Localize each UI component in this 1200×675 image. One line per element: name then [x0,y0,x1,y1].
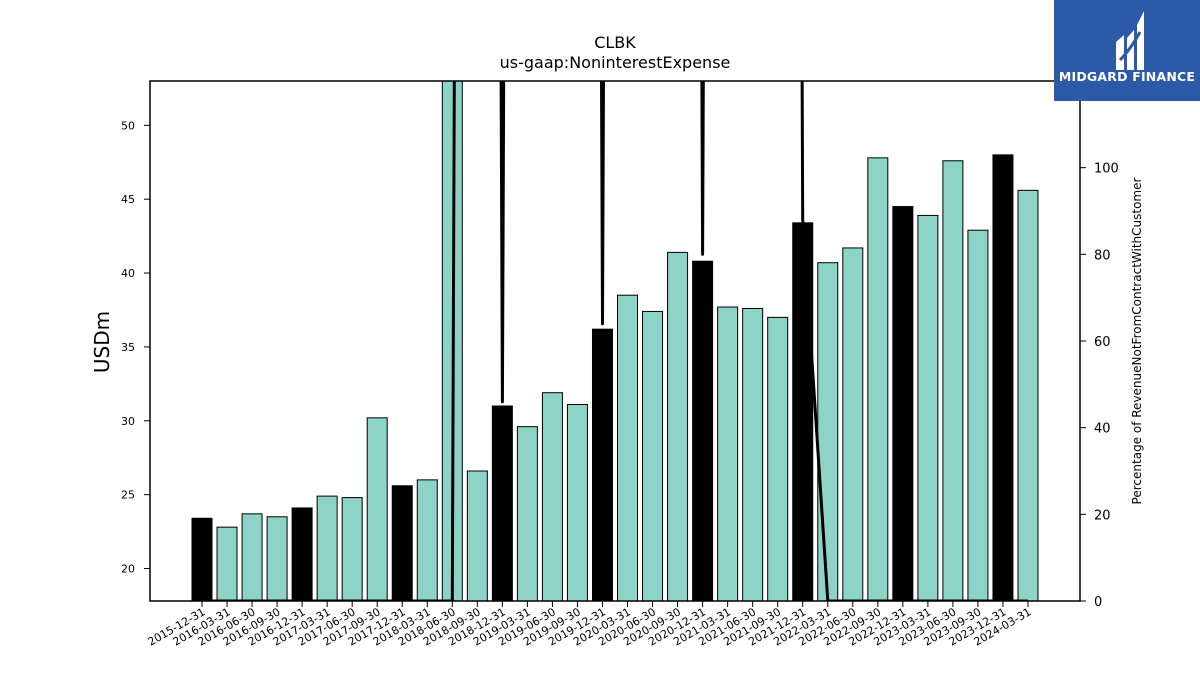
bar-2024-03-31 [1017,189,1039,601]
brand-logo: MIDGARD FINANCE [1054,0,1200,101]
midgard-logo-icon [1116,11,1144,70]
bar-2018-03-31 [416,479,438,601]
bar-2023-09-30 [967,229,989,601]
bar-2022-09-30 [867,157,889,601]
bar-2019-12-31 [591,328,613,601]
bar-2020-06-30 [642,310,664,601]
bar-2016-06-30 [241,513,263,601]
bar-2022-06-30 [842,247,864,601]
bar-2021-09-30 [767,316,789,601]
bar-2017-03-31 [316,495,338,601]
bars [191,81,1039,601]
bar-2022-12-31 [892,206,914,601]
bar-2020-12-31 [692,260,714,601]
y-tick-label: 20 [121,563,135,576]
bar-2021-03-31 [717,306,739,601]
bar-2023-12-31 [992,154,1014,601]
bar-2017-09-30 [366,417,388,601]
bar-2020-09-30 [667,251,689,601]
y2-tick-label: 40 [1094,422,1111,437]
bar-2019-09-30 [566,404,588,601]
bar-2019-03-31 [516,426,538,601]
bar-2018-09-30 [466,470,488,601]
bar-2016-12-31 [291,507,313,601]
brand-name: MIDGARD FINANCE [1058,69,1196,84]
y2-tick-label: 20 [1094,508,1111,523]
y-tick-label: 25 [121,489,135,502]
x-axis: 2015-12-312016-03-312016-06-302016-09-30… [146,601,1033,649]
bar-2016-09-30 [266,516,288,601]
bar-2016-03-31 [216,526,238,601]
chart-subtitle: us-gaap:NoninterestExpense [500,53,731,72]
y-tick-label: 50 [121,119,135,132]
bar-2021-12-31 [792,222,814,601]
bar-2018-12-31 [491,405,513,601]
bar-2023-06-30 [942,160,964,601]
y2-axis-label: Percentage of RevenueNotFromContractWith… [1130,178,1144,505]
bar-2017-06-30 [341,497,363,601]
chart-title: CLBK [594,33,636,52]
bar-2021-06-30 [742,308,764,601]
plot-frame [149,80,1081,602]
y-tick-label: 30 [121,415,135,428]
y2-tick-label: 60 [1094,335,1111,350]
bar-2015-12-31 [191,517,213,601]
y2-axis: 0 20 40 60 80 100 [1080,162,1119,610]
bar-2019-06-30 [541,392,563,601]
y2-tick-label: 100 [1094,162,1119,177]
y-axis-label: USDm [90,311,114,373]
y-axis: 20 25 30 35 40 45 50 [121,119,150,576]
y2-tick-label: 0 [1094,595,1102,610]
y-tick-label: 45 [121,193,135,206]
bar-2023-03-31 [917,214,939,601]
bar-2020-03-31 [617,294,639,601]
y-tick-label: 40 [121,267,135,280]
bar-2022-03-31 [817,262,839,601]
y2-tick-label: 80 [1094,248,1111,263]
y-tick-label: 35 [121,341,135,354]
bar-2017-12-31 [391,485,413,601]
